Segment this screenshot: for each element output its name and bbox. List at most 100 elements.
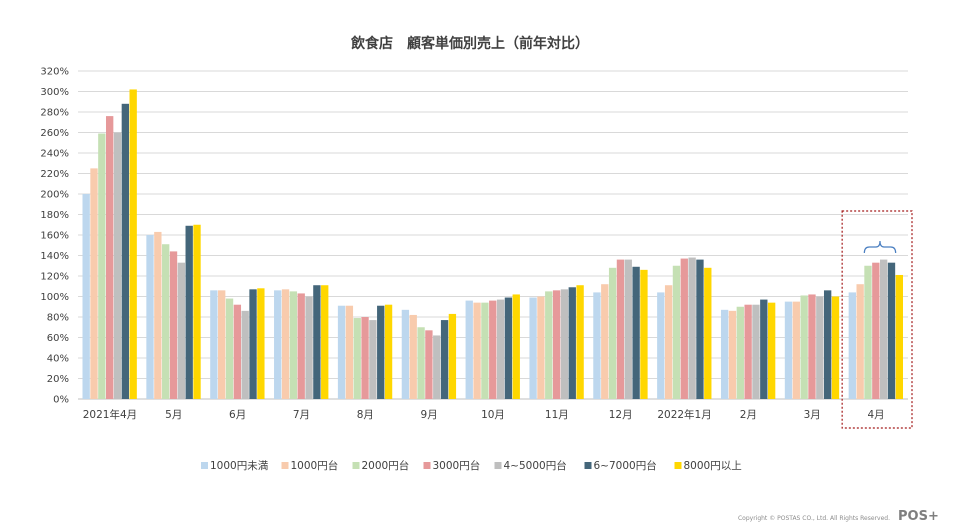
legend-label: 1000円未満 [210, 460, 269, 472]
y-tick-label: 300% [40, 87, 69, 98]
bar [146, 235, 154, 399]
bar [481, 302, 489, 399]
legend-label: 1000円台 [291, 459, 339, 472]
bar [162, 244, 170, 399]
bar [680, 258, 688, 399]
bar [401, 309, 410, 399]
bar [632, 266, 640, 399]
bar [257, 288, 265, 399]
y-tick-label: 40% [47, 354, 69, 365]
bar [289, 291, 298, 399]
x-category-label: 4月 [867, 409, 884, 421]
bar [369, 320, 377, 399]
bar [496, 299, 505, 399]
y-tick-label: 320% [40, 67, 69, 78]
y-tick-label: 180% [40, 210, 69, 221]
legend: 1000円未満 1000円台 2000円台 3000円台 4~5000円台 6~7000円… [201, 459, 742, 472]
bar [377, 305, 385, 399]
bar [177, 262, 186, 399]
bar [568, 287, 576, 399]
legend-swatch [674, 462, 682, 469]
bar [241, 310, 249, 399]
bar [169, 251, 178, 399]
y-tick-label: 240% [40, 149, 69, 160]
bar [816, 296, 824, 399]
legend-label: 4~5000円台 [504, 459, 567, 472]
bar [417, 327, 425, 399]
bar [106, 116, 114, 399]
bar [608, 267, 617, 399]
y-tick-label: 160% [40, 231, 69, 242]
bar [879, 259, 888, 399]
copyright-text: Copyright © POSTAS CO., Ltd. All Rights … [738, 515, 890, 522]
bar [154, 231, 162, 399]
bar [760, 299, 768, 399]
brace-annotation [863, 240, 897, 254]
bar [808, 294, 816, 399]
legend-swatch [584, 462, 592, 469]
bar [537, 296, 545, 399]
x-category-label: 11月 [545, 409, 569, 421]
bar [113, 132, 122, 399]
bar [736, 306, 744, 399]
bar [688, 257, 696, 399]
bar [752, 304, 760, 399]
bar [193, 224, 201, 399]
bar [82, 194, 90, 399]
postas-logo: POS+ [898, 509, 939, 524]
bar [440, 320, 449, 399]
bar [696, 259, 704, 399]
y-tick-label: 60% [47, 333, 69, 344]
bar [616, 259, 625, 399]
bar [274, 290, 282, 399]
bar [545, 291, 553, 399]
x-category-label: 9月 [421, 409, 438, 421]
bar [784, 301, 793, 399]
bar [864, 265, 872, 399]
bar [465, 300, 473, 399]
y-tick-label: 220% [40, 169, 69, 180]
bar [720, 309, 729, 399]
bar [552, 290, 561, 399]
x-category-label: 10月 [481, 409, 505, 421]
bar [560, 289, 569, 399]
bar [887, 262, 896, 399]
x-category-label: 2月 [740, 409, 757, 421]
bar [448, 313, 457, 399]
bar [321, 285, 329, 399]
y-tick-label: 280% [40, 108, 69, 119]
x-category-label: 3月 [804, 409, 821, 421]
chart-title: 飲食店 顧客単価別売上（前年対比） [350, 35, 589, 52]
x-axis-categories: 2021年4月 5月 6月 7月 8月 9月 10月 11月 12月 2022年1月 2月 3月 4月 [83, 408, 885, 421]
bar [872, 262, 880, 399]
y-tick-label: 140% [40, 251, 69, 262]
bar [800, 295, 808, 399]
bar [744, 304, 752, 399]
bar [297, 293, 305, 399]
bar [704, 267, 712, 399]
bar [593, 292, 601, 399]
legend-swatch [281, 462, 289, 469]
bar [313, 285, 321, 399]
bar [823, 290, 832, 399]
bar [281, 289, 290, 399]
bar [225, 298, 234, 399]
y-tick-label: 0% [53, 395, 69, 406]
bar [529, 297, 537, 399]
bar [425, 330, 433, 399]
legend-swatch [201, 462, 208, 469]
legend-swatch [423, 462, 431, 469]
y-tick-label: 260% [40, 128, 69, 139]
bar [856, 284, 864, 399]
x-category-label: 7月 [293, 409, 310, 421]
bar [218, 290, 226, 399]
bar [361, 317, 369, 399]
y-tick-label: 100% [40, 292, 69, 303]
bar [305, 296, 313, 399]
highlight-box [841, 210, 913, 429]
bar [624, 259, 632, 399]
bar [792, 301, 800, 399]
bar [129, 89, 137, 399]
bar [233, 304, 242, 399]
